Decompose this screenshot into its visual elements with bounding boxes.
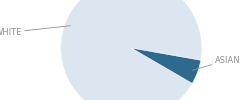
Text: WHITE: WHITE — [0, 26, 70, 37]
Wedge shape — [131, 48, 201, 84]
Legend: 94.4%, 5.6%: 94.4%, 5.6% — [91, 87, 173, 96]
Wedge shape — [61, 0, 202, 100]
Text: ASIAN: ASIAN — [192, 56, 240, 70]
